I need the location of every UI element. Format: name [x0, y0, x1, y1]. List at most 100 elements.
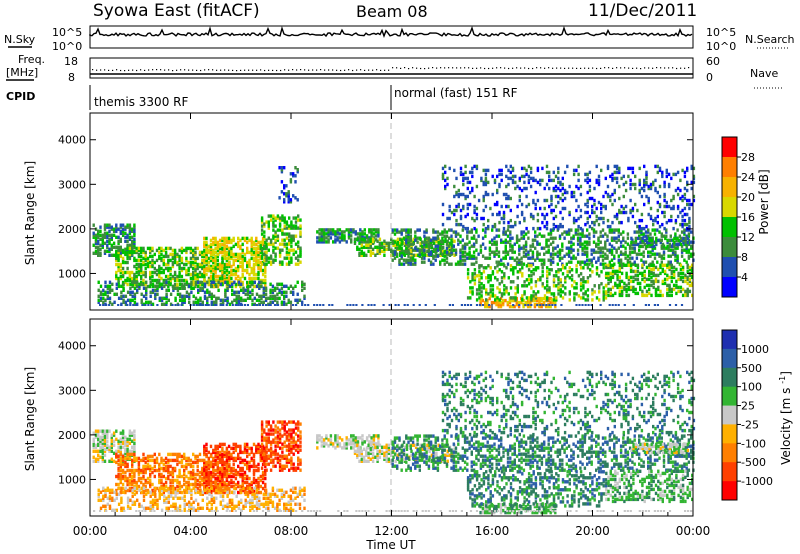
echo-cell — [383, 241, 386, 245]
echo-cell — [523, 166, 526, 171]
echo-cell — [592, 230, 596, 234]
echo-cell — [546, 284, 549, 288]
echo-cell — [243, 268, 247, 273]
echo-cell — [496, 188, 499, 193]
echo-cell — [133, 274, 136, 279]
echo-cell — [289, 284, 293, 288]
echo-cell — [570, 274, 574, 278]
echo-cell — [543, 246, 546, 250]
echo-cell — [658, 254, 661, 258]
echo-cell — [405, 248, 408, 252]
echo-cell — [618, 293, 621, 298]
echo-cell — [237, 256, 240, 261]
echo-cell — [681, 271, 685, 276]
echo-cell — [595, 230, 598, 234]
echo-cell — [322, 304, 325, 306]
echo-cell — [209, 268, 213, 273]
echo-cell — [142, 470, 145, 475]
echo-cell — [611, 263, 615, 267]
echo-cell — [128, 231, 132, 235]
echo-cell — [586, 246, 589, 250]
echo-cell — [663, 226, 666, 231]
echo-cell — [230, 238, 233, 243]
echo-cell — [648, 238, 651, 243]
echo-cell — [691, 283, 694, 288]
echo-cell — [540, 234, 544, 238]
echo-cell — [420, 252, 424, 256]
echo-cell — [517, 300, 521, 305]
echo-cell — [133, 454, 136, 459]
echo-cell — [369, 253, 372, 257]
nave-dot — [240, 69, 242, 71]
echo-cell — [502, 216, 506, 221]
echo-cell — [110, 243, 113, 247]
echo-cell — [237, 266, 240, 271]
echo-cell — [99, 449, 102, 453]
echo-cell — [196, 246, 199, 251]
echo-cell — [142, 488, 145, 493]
echo-cell — [142, 294, 146, 298]
echo-cell — [552, 246, 555, 250]
echo-cell — [201, 280, 204, 285]
echo-cell — [231, 282, 234, 286]
echo-cell — [674, 304, 678, 306]
echo-cell — [183, 294, 186, 298]
echo-cell — [613, 190, 616, 195]
echo-cell — [212, 258, 215, 263]
echo-cell — [117, 278, 120, 283]
echo-cell — [567, 228, 571, 232]
echo-cell — [607, 263, 610, 267]
echo-cell — [672, 172, 675, 177]
echo-cell — [581, 234, 584, 238]
echo-cell — [234, 270, 238, 275]
echo-cell — [145, 300, 148, 304]
echo-cell — [131, 449, 134, 453]
echo-cell — [267, 296, 270, 300]
echo-cell — [579, 262, 582, 266]
echo-cell — [294, 250, 298, 254]
echo-cell — [360, 237, 363, 241]
nave-tick-top: 60 — [706, 55, 720, 68]
echo-cell — [623, 287, 626, 292]
echo-cell — [543, 252, 546, 256]
echo-cell — [133, 300, 137, 304]
echo-cell — [471, 216, 474, 221]
echo-cell — [663, 198, 666, 203]
echo-cell — [296, 198, 299, 202]
echo-cell — [534, 280, 538, 284]
echo-cell — [115, 252, 118, 257]
echo-cell — [142, 256, 145, 261]
echo-cell — [683, 170, 687, 175]
echo-cell — [624, 240, 627, 244]
echo-cell — [137, 470, 141, 475]
echo-cell — [488, 304, 491, 306]
echo-cell — [158, 272, 161, 277]
echo-cell — [146, 464, 150, 469]
echo-cell — [138, 286, 141, 290]
echo-cell — [635, 256, 639, 260]
echo-cell — [224, 298, 227, 302]
echo-cell — [530, 280, 533, 284]
echo-cell — [648, 283, 651, 288]
echo-cell — [597, 178, 601, 183]
echo-cell — [223, 252, 227, 257]
echo-cell — [459, 166, 463, 171]
echo-cell — [604, 296, 608, 300]
echo-cell — [691, 281, 694, 286]
echo-cell — [137, 264, 141, 269]
echo-cell — [99, 233, 102, 237]
echo-cell — [602, 296, 605, 300]
echo-cell — [574, 232, 578, 236]
echo-cell — [149, 280, 152, 284]
echo-cell — [628, 260, 632, 264]
echo-cell — [496, 270, 499, 274]
echo-cell — [613, 262, 616, 266]
echo-cell — [128, 472, 132, 477]
echo-cell — [441, 174, 445, 179]
echo-cell — [188, 292, 191, 296]
echo-cell — [131, 282, 134, 286]
echo-cell — [102, 304, 105, 306]
echo-cell — [631, 246, 634, 250]
echo-cell — [103, 235, 107, 239]
echo-cell — [637, 242, 640, 247]
